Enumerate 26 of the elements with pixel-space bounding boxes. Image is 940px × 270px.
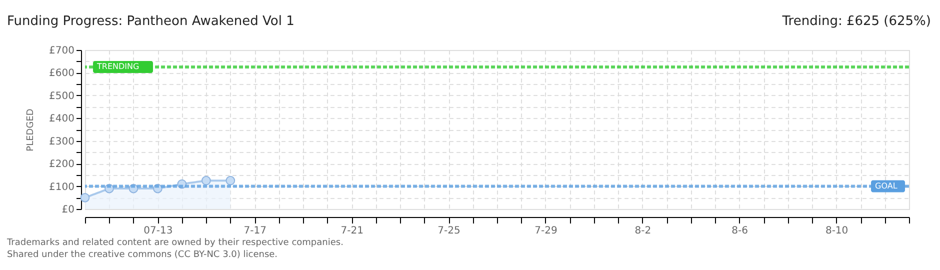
y-tick-label: £0 xyxy=(62,204,74,216)
y-axis-title: PLEDGED xyxy=(26,108,36,152)
ref-line-label: GOAL xyxy=(875,181,898,190)
x-tick-label: 8-10 xyxy=(825,226,848,236)
y-tick-label: £700 xyxy=(49,46,74,56)
text: Trending: £625 (625%) xyxy=(781,14,931,29)
x-tick-label: 7-25 xyxy=(438,226,460,236)
y-tick-label: £400 xyxy=(49,114,74,125)
x-tick-label: 7-17 xyxy=(244,226,266,236)
text: Trademarks and related content are owned by their respective companies. xyxy=(6,238,344,248)
chart-title: Funding Progress: Pantheon Awakened Vol 1 xyxy=(7,14,294,29)
y-tick-label: £300 xyxy=(49,136,74,148)
y-tick-label: £100 xyxy=(49,182,74,193)
point xyxy=(80,192,90,202)
y-tick-label: £500 xyxy=(49,90,74,102)
x-tick-label: 7-21 xyxy=(340,226,364,236)
point xyxy=(201,176,211,186)
x-tick-label: 8-2 xyxy=(634,226,652,236)
y-tick-label: £600 xyxy=(49,68,74,80)
x-tick-label: 8-6 xyxy=(732,226,748,236)
x-tick-label: 07-13 xyxy=(144,226,173,236)
y-tick-label: £200 xyxy=(49,159,74,170)
ref-line-label: TRENDING xyxy=(96,62,140,72)
x-tick-label: 7-29 xyxy=(534,226,558,236)
text: Shared under the creative commons (CC BY-NC 3.0) license. xyxy=(7,250,278,260)
point xyxy=(226,176,236,186)
